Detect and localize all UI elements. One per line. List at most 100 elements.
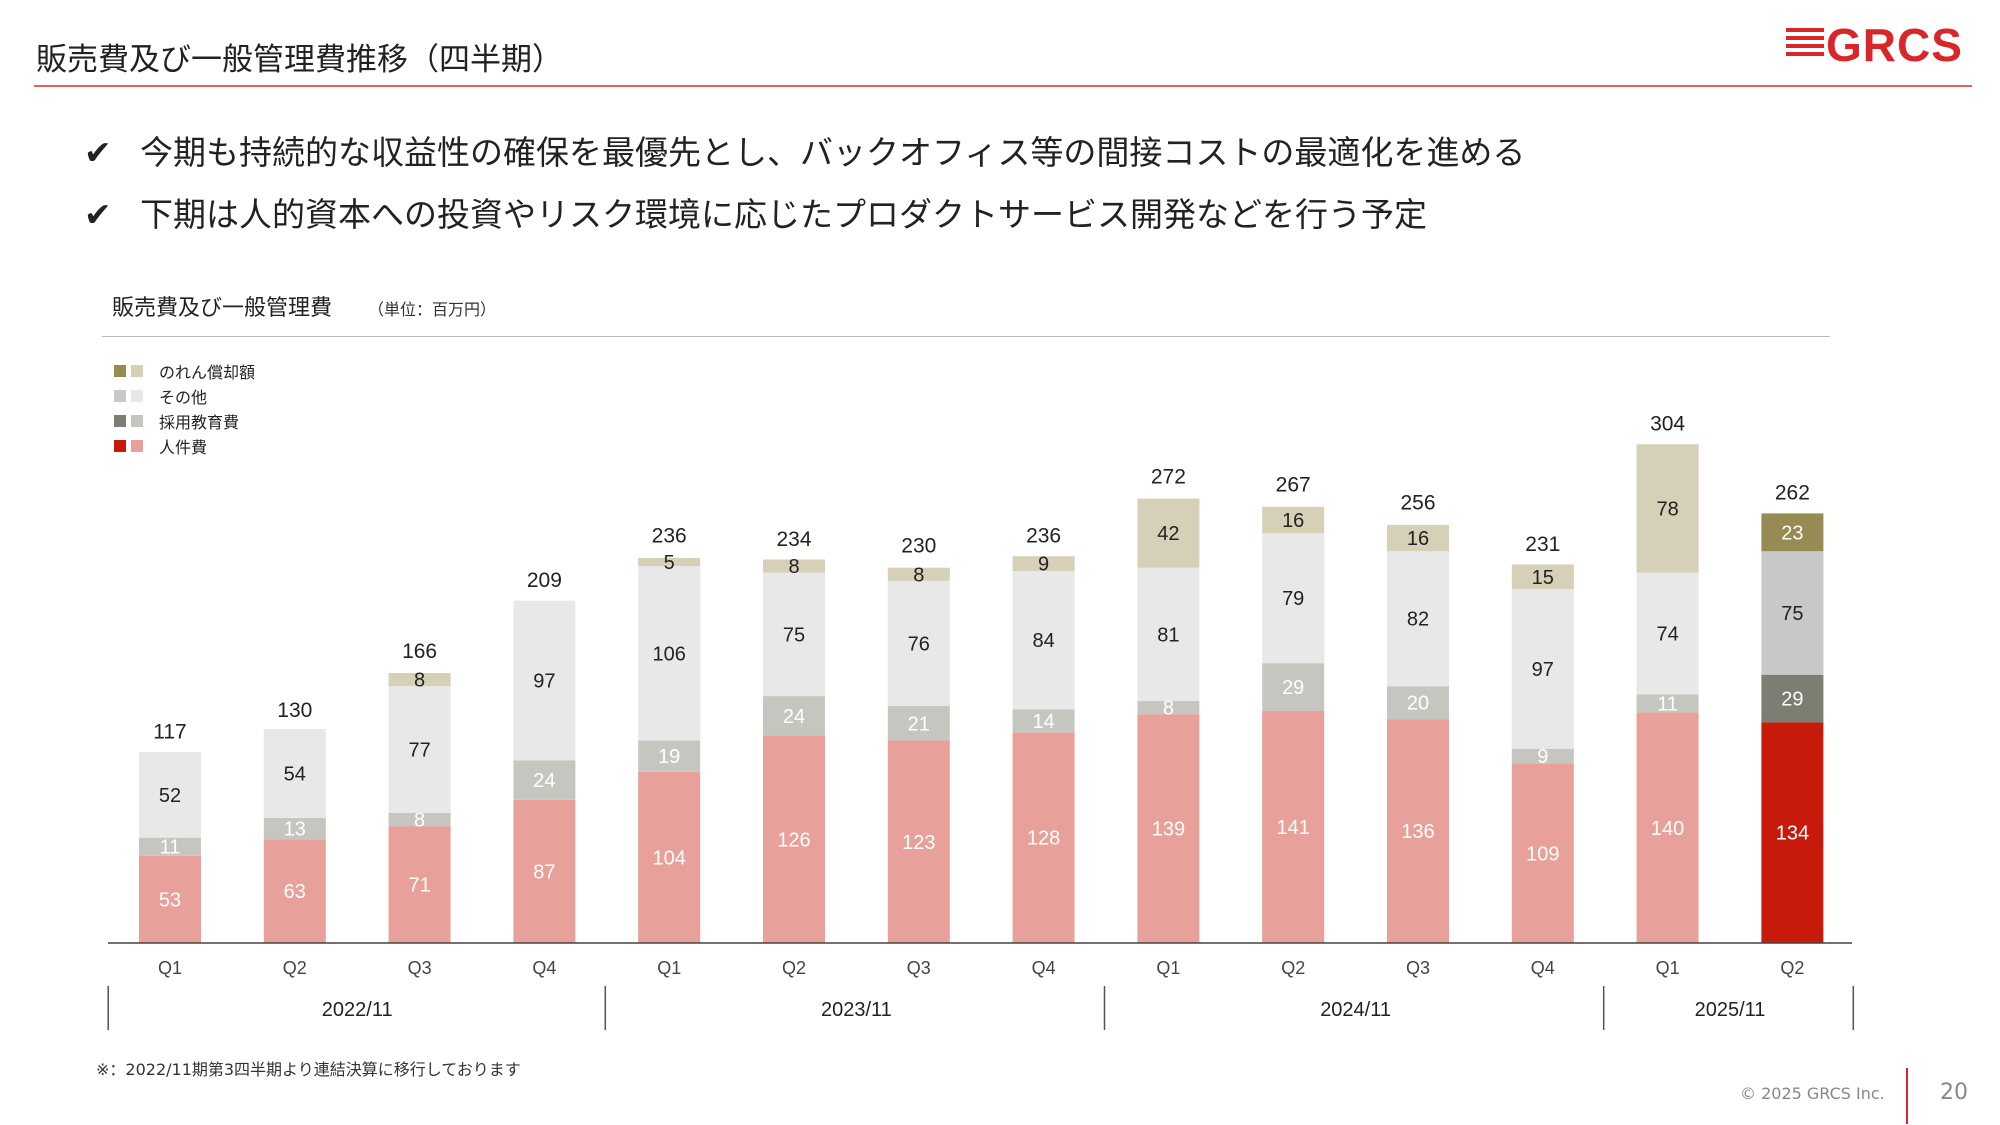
- bar-segment: [1387, 524, 1449, 552]
- data-label: 24: [783, 706, 805, 728]
- total-label: 256: [1400, 492, 1435, 515]
- bar-segment: [638, 557, 701, 567]
- bar-segment: [1262, 663, 1325, 711]
- data-label: 8: [414, 670, 425, 692]
- page-title: 販売費及び一般管理費推移（四半期）: [36, 42, 563, 78]
- legend-item-other: その他: [114, 383, 255, 408]
- bar-segment: [263, 839, 326, 943]
- data-label: 136: [1401, 821, 1434, 843]
- bar-segment: [1761, 513, 1824, 552]
- fiscal-year-label: 2025/11: [1695, 999, 1766, 1021]
- bar-segment: [1761, 722, 1824, 943]
- data-label: 42: [1157, 523, 1179, 545]
- bar-segment: [1387, 719, 1449, 943]
- total-label: 166: [402, 640, 437, 663]
- data-label: 134: [1776, 823, 1809, 845]
- bar-segment: [139, 752, 201, 838]
- checkmark-icon: ✔: [84, 133, 112, 172]
- data-label: 77: [408, 740, 430, 762]
- bar-segment: [388, 686, 451, 813]
- bar-segment: [887, 580, 950, 706]
- data-label: 106: [653, 643, 686, 665]
- page-number-divider: [1906, 1068, 1908, 1124]
- bullet-item: ✔ 下期は人的資本への投資やリスク環境に応じたプロダクトサービス開発などを行う予定: [84, 188, 1427, 236]
- data-label: 84: [1032, 630, 1054, 652]
- data-label: 16: [1282, 510, 1304, 532]
- x-tick-label: Q1: [1156, 958, 1180, 978]
- legend-label: 人件費: [159, 437, 208, 457]
- chart-legend: のれん償却額 その他 採用教育費 人件費: [114, 358, 255, 458]
- bar-segment: [1761, 551, 1824, 675]
- data-label: 14: [1032, 711, 1054, 733]
- logo-bars-icon: [1786, 28, 1824, 64]
- data-label: 63: [284, 881, 306, 903]
- bar-segment: [513, 600, 576, 761]
- fiscal-year-label: 2024/11: [1320, 999, 1391, 1021]
- total-label: 230: [901, 534, 936, 557]
- bar-segment: [1262, 533, 1325, 664]
- data-label: 19: [658, 746, 680, 768]
- data-label: 123: [902, 832, 935, 854]
- legend-label: 採用教育費: [159, 412, 240, 432]
- bar-segment: [388, 673, 451, 687]
- legend-swatch-dark: [114, 439, 126, 452]
- total-label: 262: [1775, 482, 1810, 505]
- total-label: 267: [1276, 474, 1311, 497]
- bar-segment: [1511, 564, 1574, 590]
- data-label: 76: [908, 633, 930, 655]
- data-label: 97: [1532, 659, 1554, 681]
- bar-segment: [638, 771, 701, 943]
- x-tick-label: Q2: [782, 958, 806, 978]
- bar-segment: [638, 740, 701, 772]
- data-label: 11: [1657, 694, 1678, 716]
- total-label: 231: [1525, 533, 1560, 556]
- data-label: 5: [664, 552, 675, 574]
- bar-segment: [388, 826, 451, 943]
- data-label: 52: [159, 785, 181, 807]
- page-number: 20: [1940, 1080, 1968, 1105]
- bar-segment: [1636, 444, 1699, 573]
- data-label: 71: [408, 875, 430, 897]
- data-label: 29: [1781, 689, 1803, 711]
- bar-segment: [763, 572, 825, 697]
- total-label: 209: [527, 569, 562, 592]
- data-label: 20: [1407, 693, 1429, 715]
- bar-segment: [1511, 748, 1574, 764]
- bar-segment: [263, 729, 326, 818]
- x-tick-label: Q1: [1656, 958, 1680, 978]
- bar-segment: [1387, 686, 1449, 720]
- bar-segment: [139, 837, 201, 856]
- logo-text: GRCS: [1826, 19, 1963, 71]
- bar-segment: [1511, 589, 1574, 749]
- data-label: 54: [284, 763, 306, 785]
- bar-segment: [1387, 551, 1449, 687]
- title-divider: [34, 85, 1972, 87]
- data-label: 109: [1526, 843, 1559, 865]
- x-tick-label: Q2: [1281, 958, 1305, 978]
- data-label: 16: [1407, 528, 1429, 550]
- total-label: 234: [776, 528, 811, 551]
- fiscal-year-label: 2022/11: [322, 999, 393, 1021]
- bar-segment: [887, 705, 950, 741]
- bar-segment: [1636, 694, 1699, 713]
- data-label: 9: [1537, 746, 1548, 768]
- data-label: 81: [1157, 624, 1179, 646]
- legend-label: その他: [159, 387, 208, 407]
- data-label: 11: [160, 837, 181, 859]
- x-tick-label: Q4: [1531, 958, 1555, 978]
- chart-unit: （単位：百万円）: [368, 300, 497, 319]
- bar-segment: [763, 735, 825, 943]
- bullet-text: 今期も持続的な収益性の確保を最優先とし、バックオフィス等の間接コストの最適化を進…: [140, 133, 1526, 172]
- bar-segment: [513, 760, 576, 800]
- data-label: 87: [533, 861, 555, 883]
- data-label: 140: [1651, 818, 1684, 840]
- bullet-item: ✔ 今期も持続的な収益性の確保を最優先とし、バックオフィス等の間接コストの最適化を…: [84, 126, 1525, 174]
- legend-swatch-dark: [114, 364, 126, 377]
- legend-item-goodwill: のれん償却額: [114, 358, 255, 383]
- bar-segment: [1137, 498, 1200, 568]
- bar-segment: [638, 566, 701, 741]
- legend-item-recruiting: 採用教育費: [114, 408, 255, 433]
- bar-segment: [139, 855, 201, 943]
- bar-segment: [1636, 572, 1699, 695]
- bar-segment: [1012, 571, 1075, 710]
